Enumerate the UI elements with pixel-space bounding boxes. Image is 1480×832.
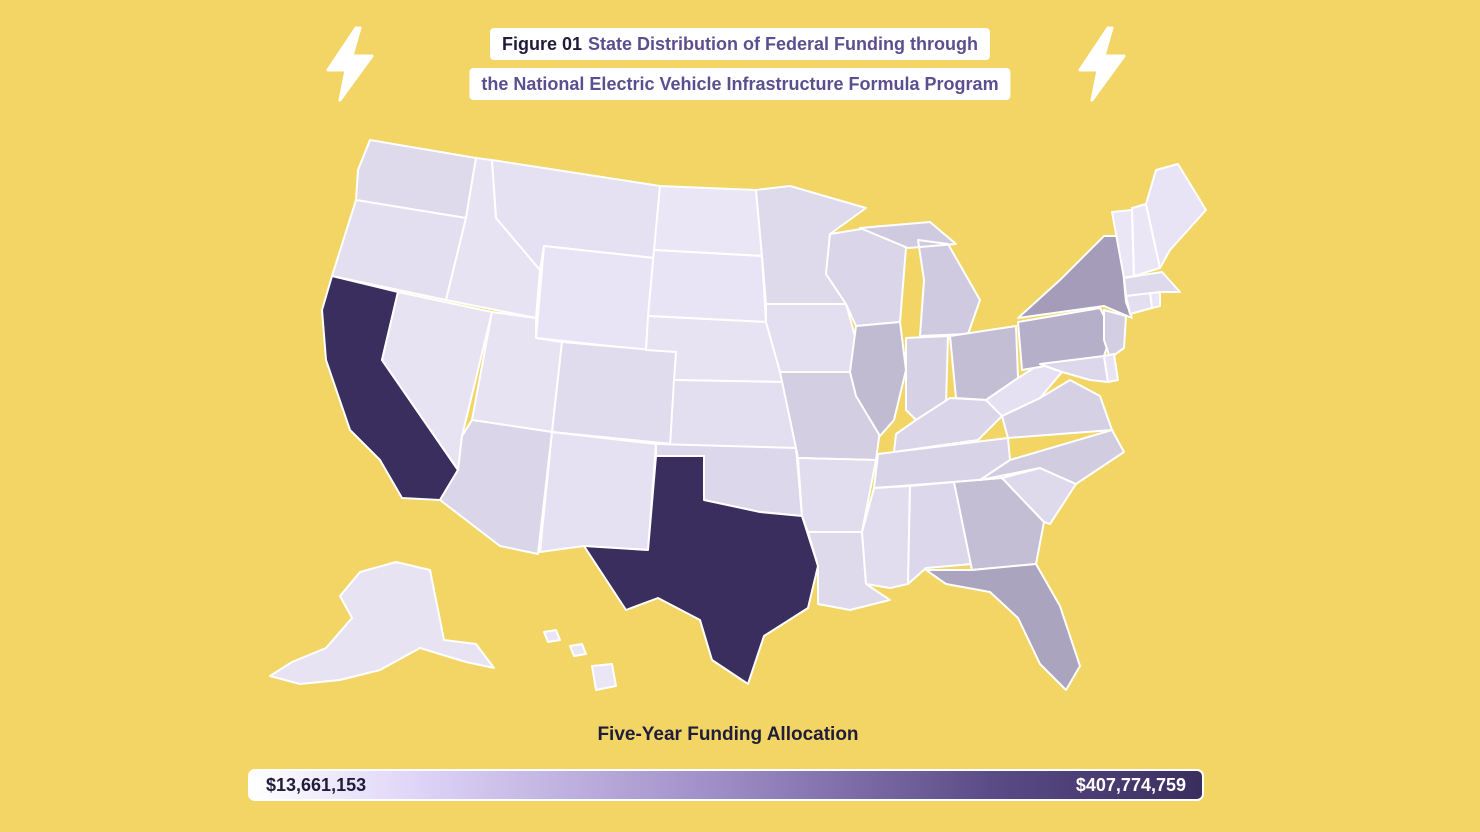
state-georgia [953, 477, 1045, 571]
state-maine [1145, 163, 1207, 269]
state-delaware [1103, 353, 1119, 383]
figure-title-line-1: Figure 01 State Distribution of Federal F… [489, 28, 991, 60]
legend-max-label: $407,774,759 [1075, 775, 1186, 795]
state-wyoming [535, 245, 655, 351]
state-iowa [765, 303, 857, 373]
state-south-dakota [647, 249, 767, 323]
figure-title-text-2: the National Electric Vehicle Infrastruc… [481, 74, 999, 94]
lightning-bolt-icon [326, 26, 374, 102]
state-new-jersey [1103, 309, 1127, 359]
figure-title-text-1: State Distribution of Federal Funding th… [588, 34, 979, 54]
state-texas [583, 455, 819, 685]
legend-title: Five-Year Funding Allocation [597, 724, 859, 745]
figure-title-line-2: the National Electric Vehicle Infrastruc… [469, 68, 1011, 100]
state-oregon [331, 199, 467, 301]
legend-min-label: $13,661,153 [266, 775, 367, 795]
state-north-dakota [653, 185, 763, 257]
state-florida [925, 563, 1081, 691]
state-new-mexico [539, 431, 657, 553]
lightning-bolt-icon [1078, 26, 1126, 102]
state-hawaii [543, 629, 617, 691]
state-massachusetts [1123, 271, 1181, 297]
legend-gradient-bar: $13,661,153 $407,774,759 [248, 769, 1204, 801]
state-alabama [907, 481, 973, 585]
state-new-york [1017, 235, 1133, 319]
state-illinois [849, 321, 907, 437]
state-maryland [1039, 355, 1109, 383]
state-colorado [551, 341, 677, 445]
state-alaska [269, 561, 495, 685]
figure-label: Figure 01 [501, 34, 583, 54]
state-kansas [669, 379, 797, 449]
state-rhode-island [1149, 291, 1161, 309]
state-mississippi [861, 485, 911, 589]
